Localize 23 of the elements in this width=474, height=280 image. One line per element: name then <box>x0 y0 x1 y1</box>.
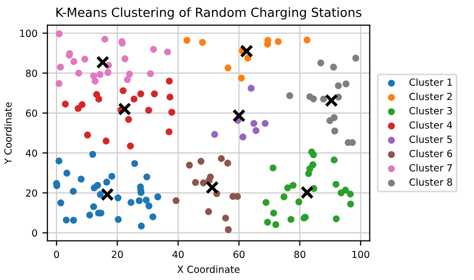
x-tick-label: 60 <box>233 250 245 258</box>
x-tick-label: 0 <box>54 250 59 258</box>
x-tick-label: 20 <box>112 250 123 258</box>
legend-label: Cluster 2 <box>409 92 452 100</box>
x-tick-label: 40 <box>172 250 184 258</box>
x-tick-label: 80 <box>294 250 306 258</box>
legend-label: Cluster 4 <box>409 121 452 129</box>
legend-label: Cluster 7 <box>409 164 452 172</box>
x-axis-title: X Coordinate <box>177 265 240 274</box>
y-tick-label: 20 <box>26 189 38 197</box>
y-tick-label: 40 <box>26 149 38 157</box>
y-tick-label: 0 <box>32 229 38 237</box>
y-tick-label: 100 <box>20 30 38 38</box>
legend-label: Cluster 6 <box>409 150 452 158</box>
legend-label: Cluster 3 <box>409 106 452 114</box>
x-tick-label: 100 <box>352 250 370 258</box>
y-tick-label: 60 <box>26 110 38 117</box>
legend-label: Cluster 8 <box>409 178 452 186</box>
legend-label: Cluster 5 <box>409 135 452 143</box>
y-tick-label: 80 <box>26 70 38 77</box>
chart-title: K-Means Clustering of Random Charging Stations <box>56 7 362 20</box>
legend-label: Cluster 1 <box>409 78 452 86</box>
y-axis-title: Y Coordinate <box>4 102 12 164</box>
